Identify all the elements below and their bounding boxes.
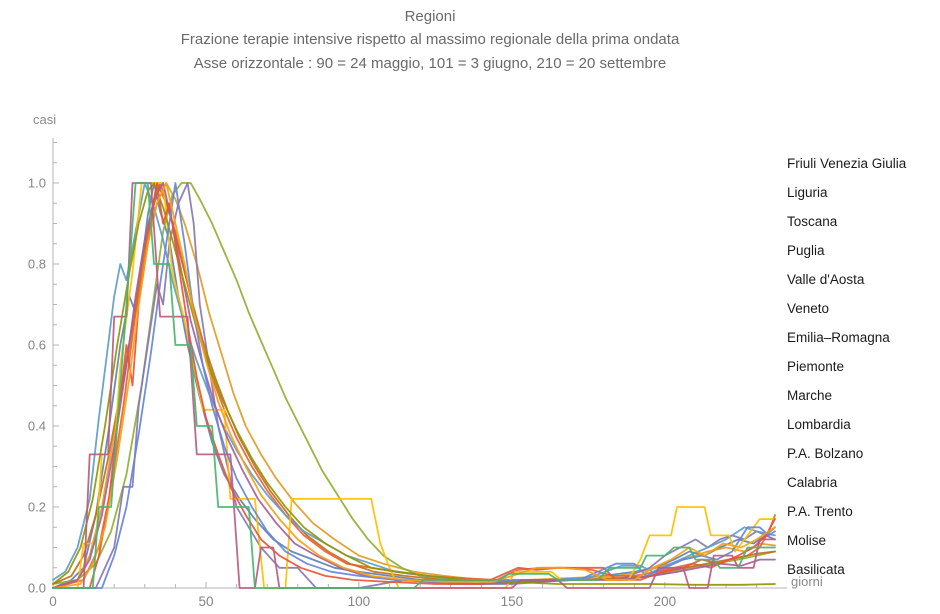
series-line-emilia-romagna: [52, 182, 776, 581]
legend-item-lombardia: Lombardia: [787, 417, 851, 432]
legend: Friuli Venezia Giulia Liguria Toscana Pugli…: [787, 149, 906, 584]
legend-item-valle-d-aosta: Valle d'Aosta: [787, 272, 865, 287]
chart-header: Regioni Frazione terapie intensive rispe…: [0, 6, 860, 76]
y-tick-label: 1.0: [28, 176, 46, 191]
legend-item-p-a-trento: P.A. Trento: [787, 504, 853, 519]
series-line-basilicata: [52, 182, 776, 589]
y-tick-label: 0.8: [28, 257, 46, 272]
series-line-piemonte: [52, 182, 776, 589]
series-line-calabria: [52, 182, 776, 589]
legend-item-molise: Molise: [787, 533, 827, 548]
legend-item-marche: Marche: [787, 388, 833, 403]
x-axis-label: giorni: [791, 574, 823, 589]
x-tick-label: 0: [49, 594, 57, 609]
legend-item-basilicata: Basilicata: [787, 562, 845, 577]
y-tick-label: 0.0: [28, 581, 46, 596]
y-tick-label: 0.6: [28, 338, 46, 353]
legend-item-toscana: Toscana: [787, 214, 838, 229]
x-tick-label: 200: [654, 594, 677, 609]
chart-axis-note: Asse orizzontale : 90 = 24 maggio, 101 =…: [193, 55, 667, 72]
series-line-toscana: [52, 182, 776, 585]
y-tick-label: 0.4: [28, 419, 46, 434]
legend-item-puglia: Puglia: [787, 243, 825, 258]
series-line-lombardia: [52, 182, 776, 586]
legend-item-liguria: Liguria: [787, 185, 828, 200]
legend-item-veneto: Veneto: [787, 301, 830, 316]
series-line-p-a-trento: [52, 182, 776, 589]
chart-title: Regioni: [404, 8, 456, 25]
legend-item-friuli-venezia-giulia: Friuli Venezia Giulia: [787, 156, 907, 171]
legend-item-calabria: Calabria: [787, 475, 838, 490]
legend-item-emilia-romagna: Emilia–Romagna: [787, 330, 890, 345]
chart-subtitle: Frazione terapie intensive rispetto al m…: [180, 31, 680, 48]
legend-item-p-a-bolzano: P.A. Bolzano: [787, 446, 864, 461]
series-line-marche: [52, 182, 776, 589]
x-tick-label: 100: [348, 594, 371, 609]
x-tick-label: 50: [198, 594, 213, 609]
x-tick-label: 150: [501, 594, 524, 609]
y-axis-label: casi: [33, 112, 57, 127]
legend-item-piemonte: Piemonte: [787, 359, 845, 374]
y-tick-label: 0.2: [28, 500, 46, 515]
